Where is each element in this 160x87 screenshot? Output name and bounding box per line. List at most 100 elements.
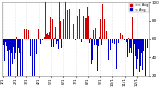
- Bar: [148, 39, 149, 50]
- Bar: [83, 16, 84, 39]
- Bar: [102, 4, 103, 39]
- Bar: [46, 34, 47, 39]
- Bar: [115, 39, 116, 44]
- Bar: [26, 29, 27, 39]
- Bar: [21, 30, 22, 39]
- Bar: [36, 39, 37, 54]
- Bar: [75, 39, 76, 40]
- Bar: [49, 32, 50, 39]
- Bar: [122, 35, 123, 39]
- Bar: [28, 30, 29, 39]
- Bar: [101, 39, 102, 45]
- Legend: >= Avg, < Avg: >= Avg, < Avg: [129, 3, 149, 12]
- Bar: [127, 39, 128, 57]
- Bar: [73, 24, 74, 39]
- Bar: [61, 39, 62, 48]
- Bar: [79, 9, 80, 39]
- Bar: [126, 39, 127, 42]
- Bar: [51, 39, 52, 47]
- Bar: [14, 39, 15, 59]
- Bar: [50, 17, 51, 39]
- Bar: [16, 37, 17, 39]
- Bar: [86, 18, 87, 39]
- Bar: [52, 19, 53, 39]
- Bar: [68, 7, 69, 39]
- Bar: [141, 39, 142, 53]
- Bar: [82, 25, 83, 39]
- Bar: [133, 39, 134, 76]
- Bar: [42, 39, 43, 40]
- Bar: [64, 20, 65, 39]
- Bar: [89, 39, 90, 43]
- Bar: [90, 38, 91, 39]
- Bar: [17, 39, 18, 76]
- Bar: [55, 27, 56, 39]
- Bar: [130, 39, 131, 48]
- Bar: [18, 39, 19, 48]
- Bar: [47, 33, 48, 39]
- Bar: [131, 39, 132, 53]
- Bar: [123, 39, 124, 66]
- Bar: [9, 39, 10, 50]
- Bar: [87, 7, 88, 39]
- Bar: [132, 17, 133, 39]
- Bar: [100, 19, 101, 39]
- Bar: [34, 39, 35, 76]
- Bar: [114, 39, 115, 44]
- Bar: [81, 39, 82, 42]
- Bar: [124, 39, 125, 40]
- Bar: [72, 19, 73, 39]
- Bar: [77, 16, 78, 39]
- Bar: [140, 39, 141, 66]
- Bar: [110, 39, 111, 50]
- Bar: [128, 38, 129, 39]
- Bar: [39, 20, 40, 39]
- Bar: [32, 39, 33, 76]
- Bar: [69, 9, 70, 39]
- Bar: [43, 39, 44, 43]
- Bar: [30, 39, 31, 56]
- Bar: [97, 39, 98, 71]
- Bar: [63, 19, 64, 39]
- Bar: [24, 29, 25, 39]
- Bar: [35, 34, 36, 39]
- Bar: [94, 39, 95, 45]
- Bar: [112, 39, 113, 44]
- Bar: [40, 39, 41, 44]
- Bar: [53, 39, 54, 47]
- Bar: [3, 39, 4, 45]
- Bar: [22, 39, 23, 76]
- Bar: [10, 39, 11, 76]
- Bar: [106, 31, 107, 39]
- Bar: [93, 30, 94, 39]
- Bar: [147, 39, 148, 48]
- Bar: [118, 39, 119, 43]
- Bar: [85, 18, 86, 39]
- Bar: [67, 10, 68, 39]
- Bar: [134, 39, 135, 44]
- Bar: [137, 39, 138, 59]
- Bar: [6, 39, 7, 46]
- Bar: [20, 39, 21, 76]
- Bar: [5, 39, 6, 42]
- Bar: [139, 39, 140, 72]
- Bar: [48, 35, 49, 39]
- Bar: [144, 39, 145, 60]
- Bar: [120, 33, 121, 39]
- Bar: [135, 39, 136, 56]
- Bar: [143, 39, 144, 51]
- Bar: [56, 39, 57, 44]
- Bar: [38, 29, 39, 39]
- Bar: [65, 2, 66, 39]
- Bar: [138, 39, 139, 49]
- Bar: [13, 39, 14, 47]
- Bar: [98, 39, 99, 46]
- Bar: [108, 39, 109, 60]
- Bar: [54, 38, 55, 39]
- Bar: [57, 39, 58, 41]
- Bar: [116, 39, 117, 69]
- Bar: [105, 16, 106, 39]
- Bar: [104, 19, 105, 39]
- Bar: [59, 2, 60, 39]
- Bar: [60, 21, 61, 39]
